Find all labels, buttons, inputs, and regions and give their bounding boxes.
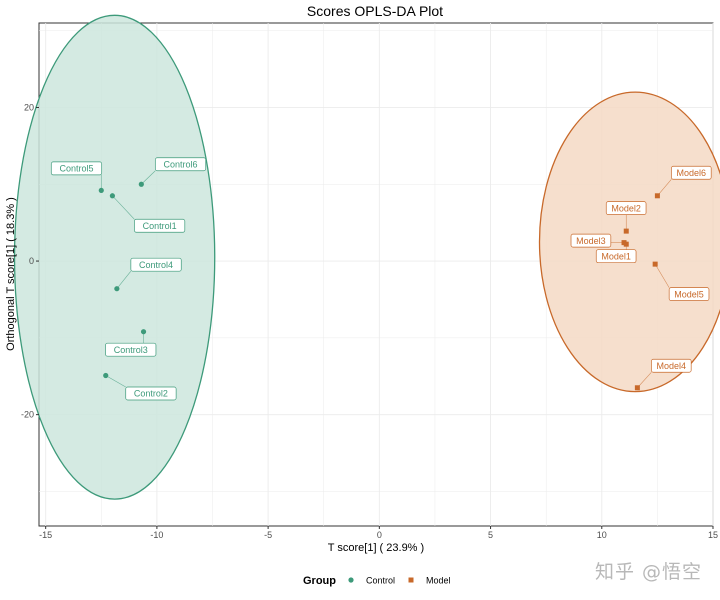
data-point xyxy=(634,385,640,391)
point-label-box xyxy=(671,165,712,180)
data-point xyxy=(623,228,629,234)
point-label: Control4 xyxy=(139,260,173,270)
point-labels: Control1 Control2 Control3 Control4 Control5… xyxy=(50,157,712,401)
legend-key xyxy=(408,577,414,583)
point-label-box xyxy=(105,342,157,357)
point-label: Model1 xyxy=(601,251,631,261)
legend-label: Control xyxy=(366,576,395,586)
x-tick-label: 15 xyxy=(708,530,718,540)
point-label: Control5 xyxy=(59,164,93,174)
x-tick-label: -10 xyxy=(150,530,163,540)
point-label: Model6 xyxy=(677,168,707,178)
watermark: 知乎 @悟空 xyxy=(594,561,702,583)
x-tick-label: -15 xyxy=(39,530,52,540)
data-point xyxy=(103,372,109,379)
point-label: Control2 xyxy=(134,389,168,399)
data-points xyxy=(98,181,660,391)
point-label: Model3 xyxy=(576,236,606,246)
point-label-box xyxy=(50,161,103,176)
control-ellipse xyxy=(13,14,216,500)
data-point xyxy=(654,193,660,199)
data-point xyxy=(109,193,116,199)
data-point xyxy=(98,187,104,194)
point-label-box xyxy=(668,287,710,301)
point-label: Control1 xyxy=(143,221,177,231)
point-label-box xyxy=(154,157,207,172)
y-tick-label: 0 xyxy=(29,256,34,266)
label-leaders xyxy=(100,170,672,388)
x-tick-label: 0 xyxy=(377,530,382,540)
point-label: Control6 xyxy=(164,159,198,169)
data-point xyxy=(140,329,147,335)
label-leader xyxy=(112,195,135,220)
point-label: Model5 xyxy=(674,289,704,299)
x-tick-label: -5 xyxy=(264,530,272,540)
model-ellipse xyxy=(538,91,720,393)
data-point xyxy=(621,240,627,246)
legend-key xyxy=(348,577,354,583)
label-leader xyxy=(654,263,670,288)
x-axis-title: T score[1] ( 23.9% ) xyxy=(328,542,424,554)
data-point xyxy=(138,181,144,187)
x-tick-label: 5 xyxy=(488,530,493,540)
x-tick-label: 10 xyxy=(597,530,607,540)
y-axis-title: Orthogonal T score[1] ( 18.3% ) xyxy=(5,197,17,351)
chart-title: Scores OPLS-DA Plot xyxy=(307,3,443,19)
point-label: Model4 xyxy=(657,361,687,371)
point-label-box xyxy=(130,257,182,272)
point-label: Control3 xyxy=(114,345,148,355)
data-point xyxy=(652,261,658,267)
label-leader xyxy=(141,170,156,185)
data-point xyxy=(114,286,120,292)
point-label-box xyxy=(570,233,612,248)
label-leader xyxy=(105,375,126,388)
y-tick-label: 20 xyxy=(24,102,34,112)
point-label-box xyxy=(125,386,177,401)
label-leader xyxy=(657,179,672,196)
legend-label: Model xyxy=(426,576,451,586)
point-label-box xyxy=(134,218,186,233)
axes: -15 -10 -5 0 5 10 15 -20 0 20 xyxy=(21,102,718,540)
point-label-box xyxy=(605,201,647,215)
y-tick-label: -20 xyxy=(21,410,34,420)
point-label-box xyxy=(651,358,692,373)
point-label: Model2 xyxy=(611,203,641,213)
label-leader xyxy=(637,372,652,388)
point-label-box xyxy=(595,249,637,264)
legend: Group Control Model xyxy=(303,575,451,587)
label-leader xyxy=(116,271,132,289)
legend-title: Group xyxy=(303,575,336,587)
